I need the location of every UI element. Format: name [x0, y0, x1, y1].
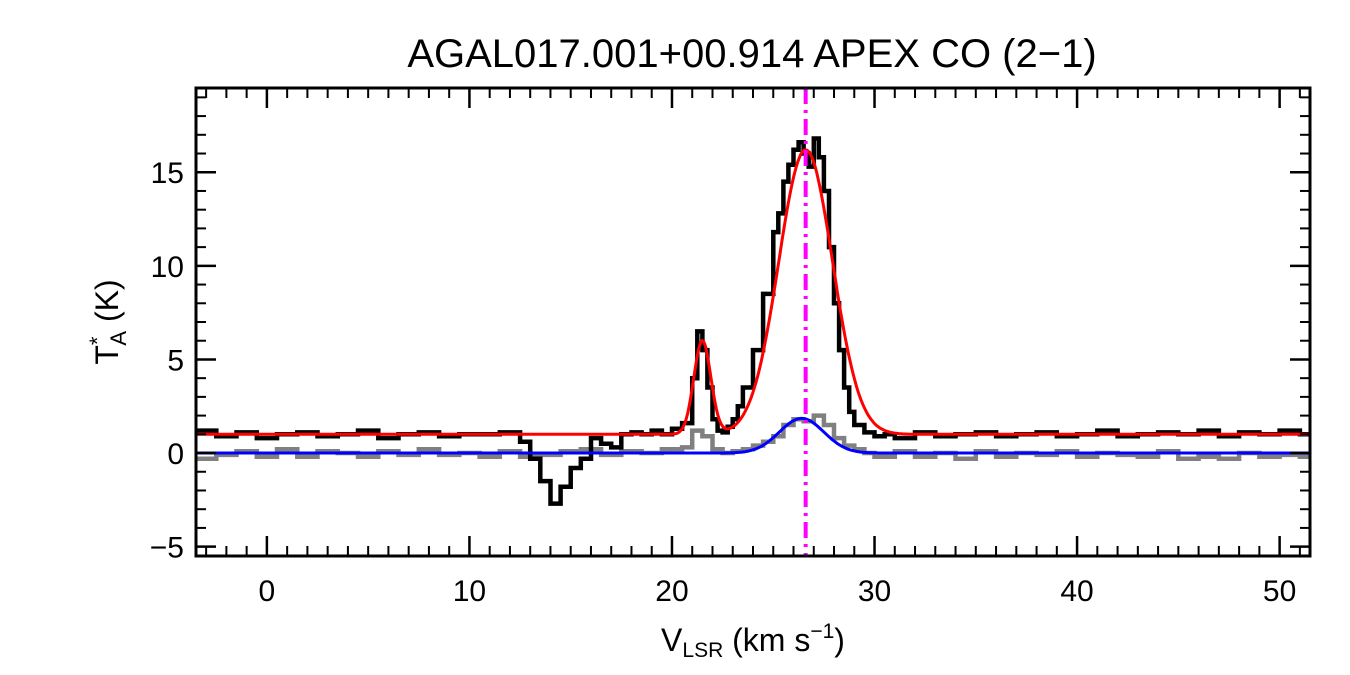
y-axis-label-main: T	[89, 345, 125, 365]
chart-title: AGAL017.001+00.914 APEX CO (2−1)	[407, 32, 1096, 76]
x-tick-label: 30	[858, 575, 891, 608]
x-tick-label: 50	[1263, 575, 1296, 608]
series-fit-total	[196, 148, 1310, 436]
y-axis-label-sub: A	[106, 331, 131, 346]
tick-layer: 0 10 20 30 40 50 −5 0 5 10 15	[150, 88, 1310, 608]
y-tick-label: 15	[151, 157, 184, 190]
y-axis-label-sup: *	[85, 336, 110, 345]
x-axis-label-sup: −1	[810, 620, 834, 643]
x-axis-label-main: V	[661, 622, 683, 658]
series-layer	[196, 136, 1310, 506]
x-axis-label-end: )	[834, 622, 845, 658]
y-tick-label: −5	[150, 532, 184, 565]
x-axis-label-rest: (km s	[723, 622, 810, 658]
x-axis-label-sub: LSR	[682, 639, 723, 662]
series-fit-reference	[196, 416, 1310, 455]
x-tick-label: 0	[259, 575, 276, 608]
x-tick-label: 20	[655, 575, 688, 608]
y-axis-label-group: T*A (K)	[85, 279, 131, 364]
y-axis-label: T*A (K)	[85, 279, 131, 364]
x-tick-label: 40	[1060, 575, 1093, 608]
plot-frame	[194, 86, 1312, 558]
y-tick-label: 10	[151, 251, 184, 284]
y-tick-label: 5	[167, 344, 184, 377]
x-tick-label: 10	[453, 575, 486, 608]
x-axis-label: VLSR (km s−1)	[661, 620, 845, 662]
y-tick-label: 0	[167, 438, 184, 471]
y-axis-label-rest: (K)	[89, 279, 125, 331]
